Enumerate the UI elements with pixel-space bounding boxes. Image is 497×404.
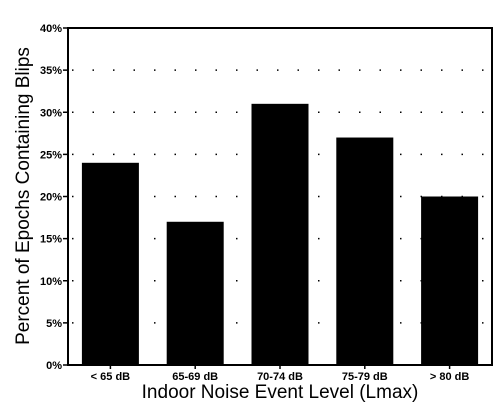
y-tick-label: 35% (40, 65, 62, 77)
y-tick-label: 0% (46, 360, 62, 372)
y-tick-label: 40% (40, 23, 62, 35)
y-axis-title: Percent of Epochs Containing Blips (13, 47, 34, 345)
x-axis-title: Indoor Noise Event Level (Lmax) (142, 382, 419, 403)
y-tick-label: 15% (40, 234, 62, 246)
x-axis-ticks: < 65 dB 65-69 dB 70-74 dB 75-79 dB > 80 dB (91, 365, 469, 383)
x-tick-label: > 80 dB (430, 371, 469, 383)
y-tick-label: 20% (40, 192, 62, 204)
y-axis-ticks: 0% 5% 10% 15% 20% 25% 30% 35% 40% (40, 23, 68, 372)
bar (251, 103, 309, 365)
x-tick-label: 65-69 dB (172, 371, 218, 383)
bar (81, 162, 139, 365)
y-tick-label: 5% (46, 318, 62, 330)
bar (336, 137, 394, 365)
x-tick-label: 75-79 dB (342, 371, 388, 383)
x-tick-label: < 65 dB (91, 371, 130, 383)
y-tick-label: 30% (40, 107, 62, 119)
bar (421, 196, 479, 365)
x-tick-label: 70-74 dB (257, 371, 303, 383)
bar (166, 221, 224, 365)
bars-group (81, 103, 479, 365)
y-tick-label: 25% (40, 149, 62, 161)
y-tick-label: 10% (40, 276, 62, 288)
